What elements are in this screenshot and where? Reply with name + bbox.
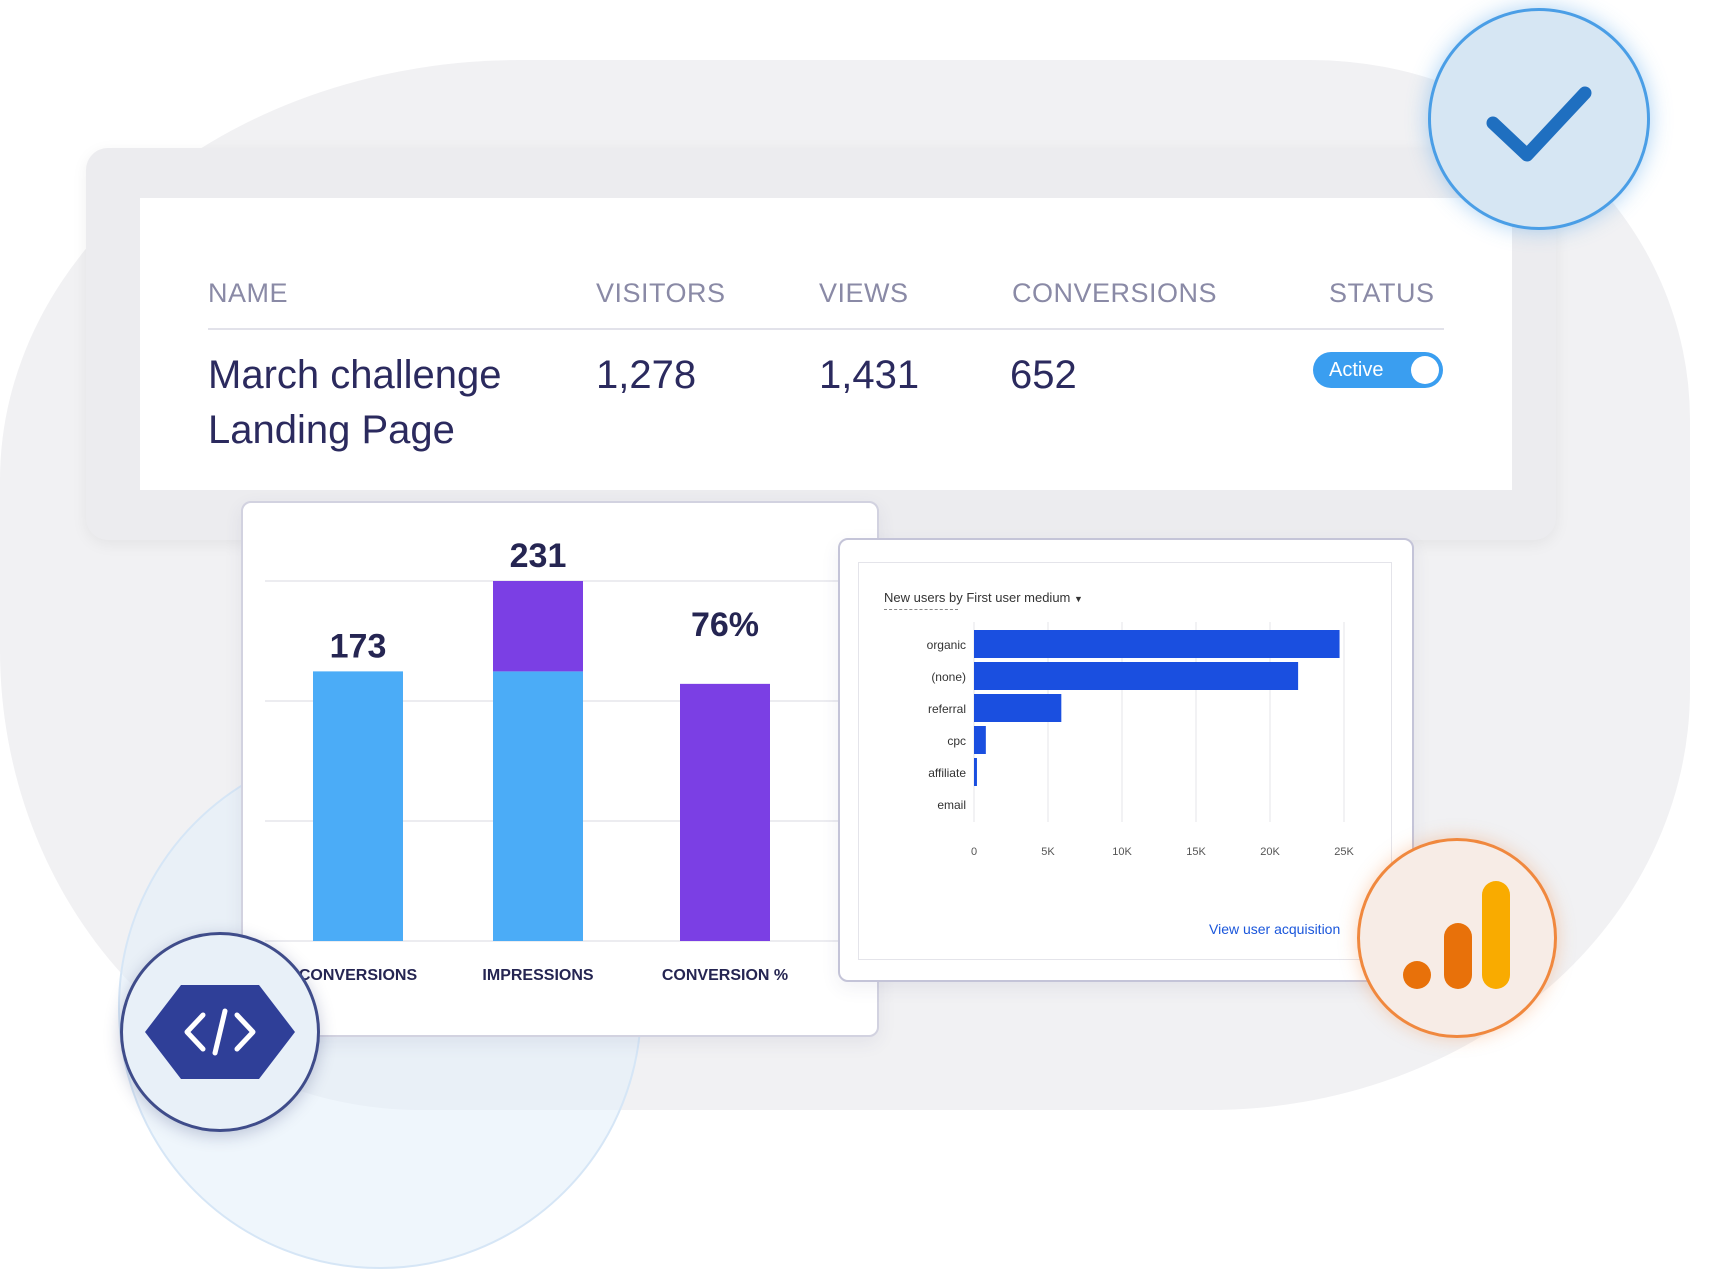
data-label-2: 76% [691,606,759,644]
bar-base-0 [313,671,403,941]
check-badge [1428,8,1650,230]
h-bar-4 [974,758,977,786]
column-header-conversions: CONVERSIONS [1012,278,1218,308]
bar-highlight-1 [493,581,583,672]
h-bar-1 [974,662,1299,690]
x-tick-2: 10K [1112,846,1132,858]
conversions-bar-chart: 173 CONVERSIONS 231 IMPRESSIONS 76% CONVERSIO… [265,537,877,984]
category-label-5: email [937,798,966,812]
x-tick-3: 15K [1186,846,1206,858]
conversions-chart-card: 173 CONVERSIONS 231 IMPRESSIONS 76% CONVERSIO… [241,501,879,1037]
analytics-report-inner [858,562,1392,960]
category-label-0: organic [927,638,966,652]
column-header-views: VIEWS [819,278,909,308]
analytics-icon [1403,881,1510,989]
row-name-line1: March challenge [208,353,502,397]
caret-down-icon: ▼ [1074,594,1083,604]
report-title: New users by First user medium [884,590,1071,605]
category-label-2: CONVERSION % [662,967,788,984]
row-conversions: 652 [1010,353,1077,397]
code-badge [120,932,320,1132]
table-row-name[interactable]: March challenge Landing Page [208,348,502,458]
report-title-dropdown[interactable]: New users by First user medium ▼ [884,590,1083,605]
bar-highlight-2 [680,683,770,941]
category-label-4: affiliate [928,766,966,780]
bar-base-1 [493,671,583,941]
toggle-knob [1411,356,1439,384]
row-views: 1,431 [819,353,920,397]
users-by-medium-chart: 0 5K 10K 15K 20K 25K organic (none) referral cpc a… [927,622,1354,858]
header-divider [208,328,1444,330]
category-label-1: (none) [931,670,966,684]
status-toggle-label: Active [1329,358,1384,381]
google-analytics-badge [1357,838,1557,1038]
x-tick-0: 0 [971,846,977,858]
column-header-status: STATUS [1329,278,1435,308]
category-label-2: referral [928,702,966,716]
row-visitors: 1,278 [596,353,697,397]
column-header-visitors: VISITORS [596,278,726,308]
code-icon [145,985,295,1079]
data-label-0: 173 [330,627,387,665]
row-name-line2: Landing Page [208,408,455,452]
status-toggle[interactable]: Active [1313,352,1443,388]
report-title-underline [884,609,958,610]
view-user-acquisition-link[interactable]: View user acquisition [1209,921,1341,937]
x-tick-4: 20K [1260,846,1280,858]
h-bar-0 [974,630,1340,658]
check-icon [1486,86,1592,162]
x-tick-5: 25K [1334,846,1354,858]
category-label-0: CONVERSIONS [299,967,418,984]
category-label-3: cpc [947,734,966,748]
h-bar-3 [974,726,986,754]
h-bar-2 [974,694,1062,722]
campaign-table: NAME VISITORS VIEWS CONVERSIONS STATUS M… [140,198,1512,490]
column-header-name: NAME [208,278,289,308]
category-label-1: IMPRESSIONS [482,967,593,984]
data-label-1: 231 [510,537,567,575]
x-tick-1: 5K [1041,846,1055,858]
